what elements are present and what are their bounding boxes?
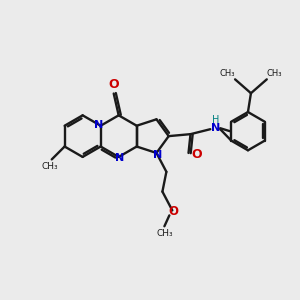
Text: N: N bbox=[115, 153, 124, 163]
Text: N: N bbox=[153, 150, 162, 160]
Text: O: O bbox=[168, 205, 178, 218]
Text: N: N bbox=[211, 123, 220, 133]
Text: CH₃: CH₃ bbox=[156, 229, 173, 238]
Text: N: N bbox=[94, 120, 103, 130]
Text: CH₃: CH₃ bbox=[267, 69, 283, 78]
Text: H: H bbox=[212, 115, 219, 125]
Text: CH₃: CH₃ bbox=[219, 69, 235, 78]
Text: O: O bbox=[108, 78, 119, 91]
Text: CH₃: CH₃ bbox=[41, 162, 58, 171]
Text: O: O bbox=[191, 148, 202, 161]
